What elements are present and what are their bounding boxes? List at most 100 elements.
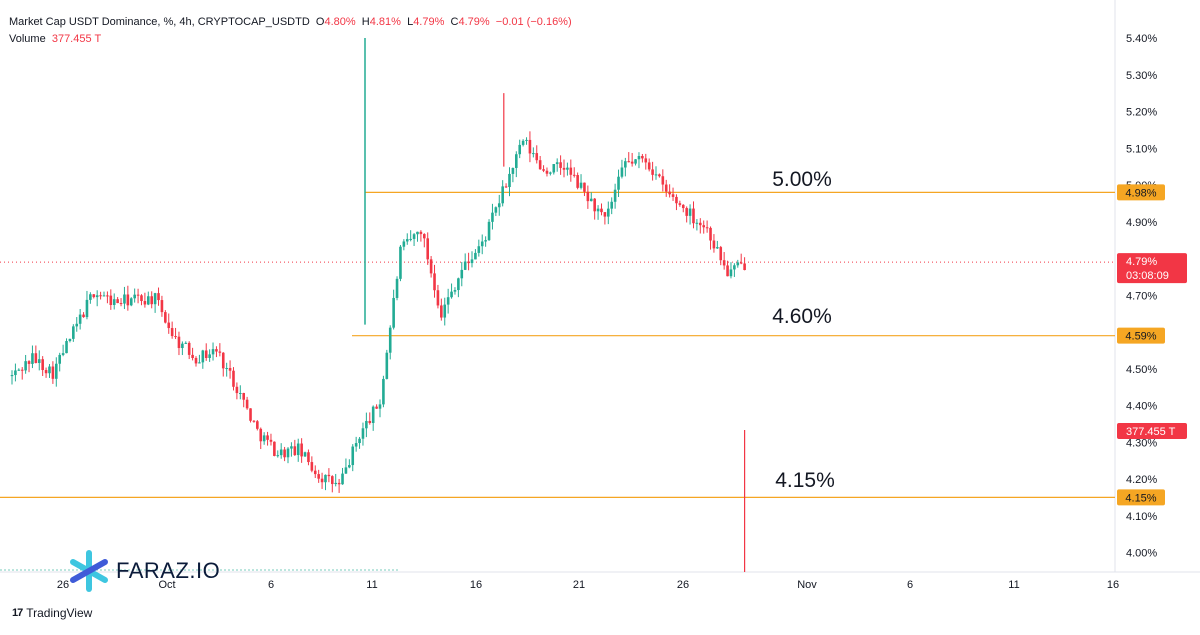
candle-body (317, 474, 320, 479)
candle-body (477, 246, 481, 253)
candle-body (375, 406, 378, 409)
candle-body (238, 393, 242, 395)
candle-body (324, 474, 327, 483)
candle-body (259, 428, 263, 442)
candle-body (245, 399, 249, 409)
candle-body (150, 296, 154, 305)
level-badge: 4.98% (1125, 187, 1156, 199)
candle-body (538, 160, 542, 170)
candle-body (82, 314, 85, 318)
candle-body (552, 164, 556, 173)
candle-body (743, 263, 746, 271)
faraz-watermark: FARAZ.IO (68, 550, 220, 592)
candle-body (256, 421, 259, 429)
symbol-title[interactable]: Market Cap USDT Dominance, %, 4h, CRYPTO… (9, 16, 310, 28)
x-tick-label: Nov (797, 579, 817, 591)
level-label: 4.15% (775, 469, 835, 492)
candle-body (685, 208, 688, 216)
candle-body (562, 167, 566, 170)
candle-body (515, 154, 518, 168)
candle-body (559, 162, 562, 168)
level-badge-bg (1117, 184, 1165, 201)
candle-body (95, 295, 99, 298)
open-label: O (315, 16, 325, 28)
candle-body (221, 352, 225, 369)
candle-body (722, 260, 726, 266)
tradingview-text: TradingView (26, 606, 93, 620)
candle-body (487, 221, 491, 241)
candle-body (330, 476, 334, 485)
candle-body (405, 239, 409, 242)
candle-body (194, 357, 198, 364)
candle-body (409, 238, 412, 240)
candle-body (31, 353, 34, 364)
candle-body (450, 291, 453, 298)
candle-body (51, 366, 55, 379)
volume-label[interactable]: Volume (9, 33, 46, 45)
candle-body (378, 404, 382, 409)
candle-body (508, 173, 511, 188)
candle-body (146, 296, 150, 305)
candle-body (201, 350, 205, 363)
candle-body (593, 198, 596, 212)
candle-body (668, 191, 671, 195)
low-label: L (407, 16, 414, 28)
candle-body (576, 175, 579, 188)
candle-body (44, 370, 48, 374)
x-tick-label: 6 (907, 579, 913, 591)
x-tick-label: 11 (1008, 579, 1019, 591)
candle-body (276, 455, 280, 457)
candle-body (181, 343, 184, 349)
candle-body (436, 290, 440, 306)
candle-body (225, 368, 228, 370)
y-tick-label: 4.10% (1126, 511, 1157, 523)
candle-body (89, 294, 92, 300)
candle-body (726, 265, 729, 277)
candle-body (320, 478, 324, 483)
candle-body (429, 259, 433, 274)
candle-body (361, 428, 365, 439)
candle-body (10, 375, 14, 377)
tradingview-brand[interactable]: 17 TradingView (12, 606, 92, 620)
candle-body (136, 294, 140, 296)
faraz-logo-icon (70, 550, 108, 592)
candle-body (119, 303, 123, 305)
candle-body (555, 162, 559, 165)
x-tick-label: 26 (677, 579, 689, 591)
candle-body (549, 172, 552, 174)
candle-body (191, 354, 194, 358)
candle-body (634, 159, 637, 164)
y-tick-label: 4.20% (1126, 474, 1157, 486)
candle-body (167, 322, 171, 329)
candle-body (99, 295, 102, 297)
candle-body (303, 452, 307, 457)
candle-body (143, 301, 147, 305)
candle-body (249, 408, 252, 421)
candle-body (733, 265, 736, 270)
candle-body (78, 314, 82, 324)
candle-body (235, 386, 239, 394)
candle-body (208, 354, 211, 358)
candle-body (140, 295, 143, 302)
candle-body (702, 225, 706, 228)
candle-body (34, 353, 38, 363)
candle-body (416, 231, 419, 235)
candle-body (729, 269, 733, 277)
candle-body (385, 352, 389, 379)
level-label: 4.60% (772, 305, 832, 328)
candle-body (589, 198, 593, 202)
candle-body (252, 420, 256, 422)
candle-body (160, 300, 164, 313)
candle-body (354, 443, 358, 447)
candle-body (126, 294, 130, 306)
candle-body (671, 194, 675, 197)
candle-body (641, 155, 644, 159)
candle-body (116, 299, 119, 304)
candle-body (453, 290, 457, 292)
candle-body (402, 241, 406, 247)
x-tick-label: 11 (366, 579, 377, 591)
candle-body (54, 363, 58, 379)
candle-body (470, 259, 474, 264)
